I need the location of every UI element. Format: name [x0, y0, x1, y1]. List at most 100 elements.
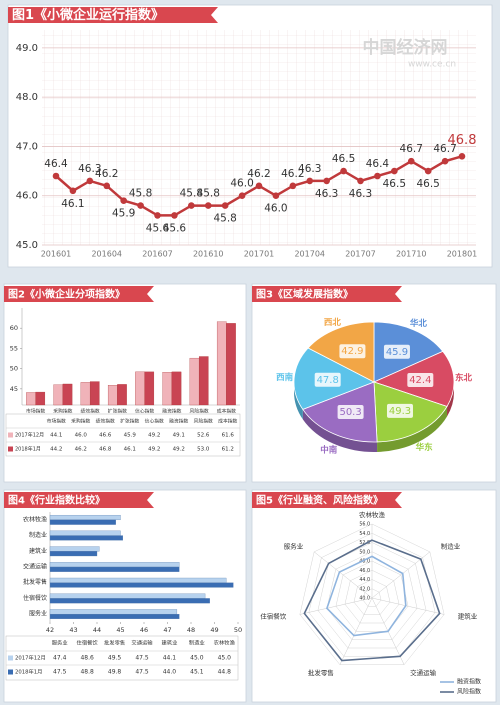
table-cell: 46.0	[75, 433, 88, 439]
title-ribbon	[4, 492, 154, 508]
y-tick-label: 45.0	[16, 240, 38, 251]
panel	[251, 489, 497, 703]
data-label: 42.4	[409, 375, 431, 386]
y-tick-label: 批发零售	[23, 578, 47, 586]
x-tick-label: 43	[69, 626, 77, 634]
radar-line	[303, 539, 441, 662]
legend-swatch	[8, 669, 13, 675]
x-tick-label: 201601	[41, 250, 72, 259]
data-label: 46.3	[298, 163, 321, 175]
x-tick-label: 47	[163, 626, 171, 634]
y-tick-label: 住宿餐饮	[23, 594, 47, 602]
r-tick-label: 50.0	[359, 549, 370, 555]
table-cell: 61.6	[222, 433, 235, 439]
data-label: 45.8	[180, 188, 203, 200]
spoke	[371, 597, 445, 615]
bar	[49, 598, 210, 604]
table-cell: 47.5	[135, 655, 149, 662]
data-label: 45.8	[197, 188, 220, 200]
table-cell: 47.5	[135, 669, 149, 676]
table-cell: 46.6	[99, 433, 112, 439]
bar	[107, 385, 118, 406]
grid-line	[335, 560, 409, 632]
x-tick-label: 绩效指数	[81, 408, 100, 415]
point	[255, 182, 263, 190]
point	[154, 212, 161, 219]
table-cell: 45.0	[190, 655, 204, 662]
table-header: 批发零售	[104, 639, 125, 647]
table-cell: 45.9	[124, 433, 137, 439]
title-ribbon	[252, 492, 402, 508]
table-cell: 61.2	[222, 447, 234, 453]
table-cell: 45.0	[218, 655, 232, 662]
chart-title: 图3《区域发展指数》	[256, 288, 353, 301]
legend-label: 2017年12月	[15, 654, 46, 662]
grid-line	[353, 579, 391, 615]
axis-label: 建筑业	[458, 611, 478, 620]
bar	[171, 371, 182, 406]
point	[441, 157, 449, 165]
bar	[49, 577, 227, 583]
r-tick-label: 48.0	[359, 559, 370, 565]
bar	[135, 371, 145, 406]
legend-swatch	[8, 655, 13, 661]
axis-label: 农林牧渔	[359, 510, 386, 519]
slice-label: 东北	[455, 373, 473, 384]
point	[137, 202, 144, 209]
x-tick-label: 201604	[91, 250, 122, 259]
data-label: 46.7	[400, 143, 423, 155]
watermark: 中国经济网	[363, 37, 448, 58]
bar	[49, 530, 121, 536]
table-cell: 44.1	[163, 655, 177, 662]
bar	[49, 514, 121, 521]
point	[340, 167, 347, 175]
x-tick-label: 201707	[345, 250, 376, 259]
x-tick-label: 成本指数	[217, 408, 236, 415]
bar	[62, 383, 73, 406]
table-cell: 49.2	[148, 447, 160, 453]
bar	[117, 384, 127, 406]
data-label: 45.8	[213, 213, 236, 225]
x-tick-label: 201801	[447, 250, 478, 259]
x-tick-label: 46	[140, 626, 148, 634]
legend-label: 2018年1月	[15, 446, 41, 453]
table-cell: 49.1	[173, 433, 185, 439]
chart-title: 图1《小微企业运行指数》	[12, 7, 164, 23]
title-ribbon	[8, 7, 218, 23]
pie-side	[302, 409, 378, 453]
data-label: 46.5	[383, 178, 406, 190]
y-tick-label: 50	[10, 365, 18, 373]
legend-label: 融资指数	[457, 678, 481, 686]
table-cell: 46.2	[75, 447, 87, 453]
table-cell: 47.4	[53, 655, 67, 662]
point	[86, 177, 94, 185]
value-box	[314, 372, 341, 387]
value-box	[386, 403, 413, 418]
value-box	[383, 344, 410, 359]
y-tick-label: 49.0	[16, 43, 38, 54]
data-label: 46.2	[95, 168, 118, 180]
pie-side	[294, 382, 303, 420]
table-cell: 49.5	[108, 655, 122, 662]
data-label: 46.7	[433, 143, 456, 155]
axis-label: 住宿餐饮	[260, 611, 287, 620]
legend-label: 2017年12月	[15, 432, 44, 439]
point	[272, 192, 280, 200]
data-label: 46.0	[230, 178, 253, 190]
legend-label: 2018年1月	[15, 668, 42, 676]
data-label: 49.3	[389, 406, 411, 417]
point	[458, 152, 466, 160]
table-cell: 46.1	[124, 447, 136, 453]
table	[5, 635, 239, 681]
pie-side	[447, 382, 454, 417]
r-tick-label: 52.0	[359, 540, 370, 546]
x-tick-label: 市场指数	[26, 408, 45, 415]
bar	[226, 323, 236, 406]
grid-line	[308, 532, 436, 657]
bar	[49, 582, 234, 588]
data-label: 46.3	[315, 188, 338, 200]
point	[407, 157, 415, 165]
data-label: 46.3	[78, 163, 101, 175]
table-cell: 44.2	[50, 447, 62, 453]
